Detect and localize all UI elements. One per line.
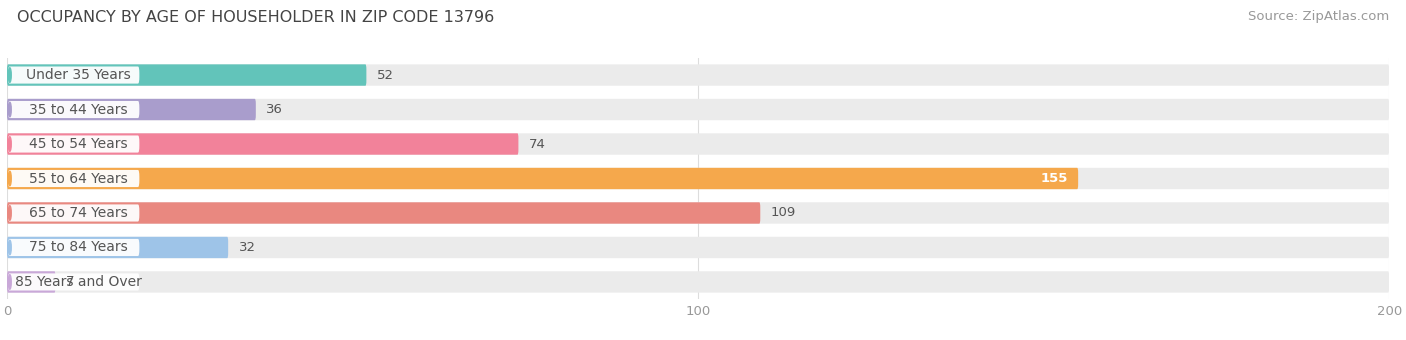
Text: 155: 155 [1040, 172, 1067, 185]
Text: 45 to 54 Years: 45 to 54 Years [28, 137, 128, 151]
FancyBboxPatch shape [7, 202, 761, 224]
FancyBboxPatch shape [7, 237, 1389, 258]
FancyBboxPatch shape [7, 168, 1389, 189]
FancyBboxPatch shape [7, 271, 1389, 293]
Text: Source: ZipAtlas.com: Source: ZipAtlas.com [1249, 10, 1389, 23]
Circle shape [8, 68, 11, 82]
Text: 35 to 44 Years: 35 to 44 Years [28, 103, 128, 117]
FancyBboxPatch shape [7, 64, 367, 86]
Text: 32: 32 [239, 241, 256, 254]
FancyBboxPatch shape [7, 168, 1078, 189]
Text: 36: 36 [266, 103, 283, 116]
Text: Under 35 Years: Under 35 Years [25, 68, 131, 82]
Circle shape [8, 171, 11, 186]
Text: 109: 109 [770, 206, 796, 220]
FancyBboxPatch shape [7, 133, 519, 155]
FancyBboxPatch shape [8, 204, 139, 222]
FancyBboxPatch shape [8, 135, 139, 153]
FancyBboxPatch shape [7, 99, 1389, 120]
Circle shape [8, 275, 11, 289]
FancyBboxPatch shape [8, 67, 139, 84]
Text: 7: 7 [66, 275, 75, 288]
FancyBboxPatch shape [8, 170, 139, 187]
Circle shape [8, 240, 11, 255]
FancyBboxPatch shape [7, 64, 1389, 86]
FancyBboxPatch shape [7, 133, 1389, 155]
Text: 65 to 74 Years: 65 to 74 Years [28, 206, 128, 220]
Text: 52: 52 [377, 69, 394, 82]
FancyBboxPatch shape [7, 271, 55, 293]
Text: 55 to 64 Years: 55 to 64 Years [28, 171, 128, 186]
Text: 75 to 84 Years: 75 to 84 Years [28, 240, 128, 254]
Circle shape [8, 206, 11, 220]
FancyBboxPatch shape [7, 202, 1389, 224]
FancyBboxPatch shape [8, 101, 139, 118]
Text: OCCUPANCY BY AGE OF HOUSEHOLDER IN ZIP CODE 13796: OCCUPANCY BY AGE OF HOUSEHOLDER IN ZIP C… [17, 10, 494, 25]
FancyBboxPatch shape [8, 239, 139, 256]
Circle shape [8, 137, 11, 151]
Text: 74: 74 [529, 137, 546, 151]
FancyBboxPatch shape [7, 99, 256, 120]
FancyBboxPatch shape [7, 237, 228, 258]
FancyBboxPatch shape [8, 273, 139, 290]
Text: 85 Years and Over: 85 Years and Over [14, 275, 142, 289]
Circle shape [8, 102, 11, 117]
